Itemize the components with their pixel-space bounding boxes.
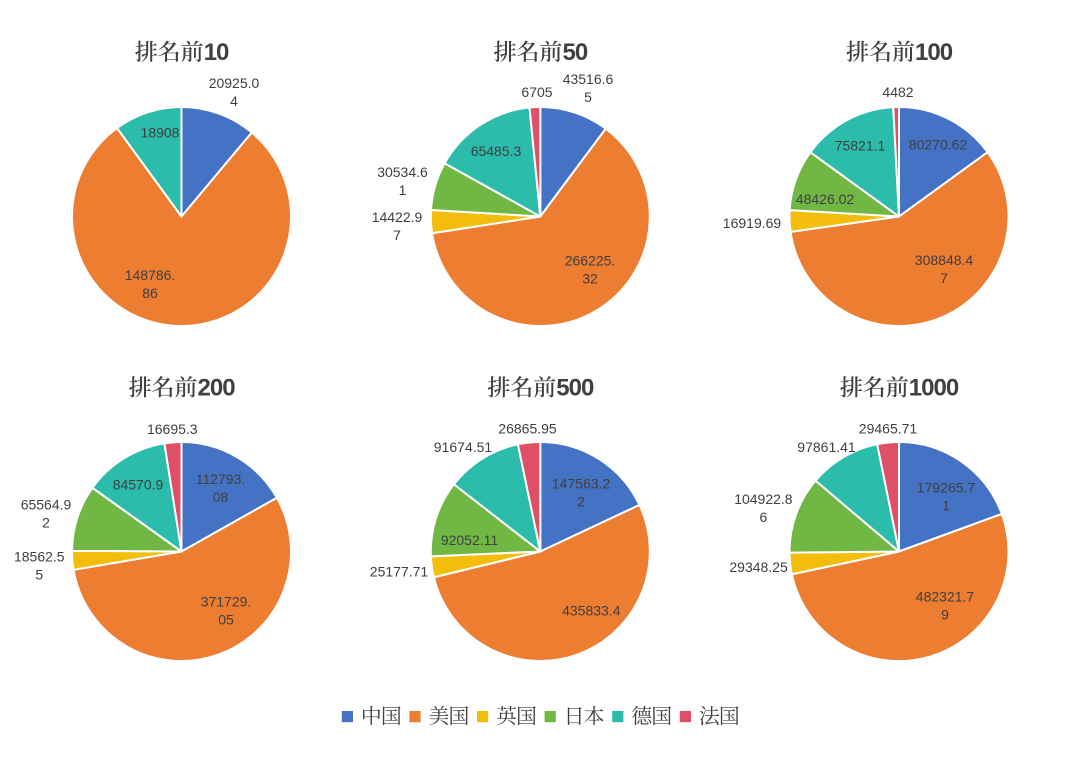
svg-text:1: 1 bbox=[942, 498, 950, 514]
svg-text:6: 6 bbox=[760, 509, 768, 525]
svg-text:65564.9: 65564.9 bbox=[21, 497, 72, 513]
svg-text:2: 2 bbox=[42, 515, 50, 531]
svg-text:7: 7 bbox=[940, 270, 948, 286]
svg-text:18908: 18908 bbox=[141, 125, 180, 141]
svg-text:29465.71: 29465.71 bbox=[859, 421, 918, 437]
svg-text:86: 86 bbox=[142, 285, 158, 301]
svg-text:5: 5 bbox=[35, 567, 43, 583]
svg-text:10: 10 bbox=[204, 39, 229, 66]
svg-text:14422.9: 14422.9 bbox=[372, 209, 423, 225]
svg-text:5: 5 bbox=[584, 89, 592, 105]
svg-text:482321.7: 482321.7 bbox=[916, 589, 975, 605]
svg-text:1000: 1000 bbox=[909, 375, 959, 402]
svg-text:05: 05 bbox=[218, 612, 234, 628]
svg-text:147563.2: 147563.2 bbox=[552, 476, 611, 492]
svg-text:4482: 4482 bbox=[882, 84, 913, 100]
svg-text:308848.4: 308848.4 bbox=[915, 252, 974, 268]
svg-text:1: 1 bbox=[399, 182, 407, 198]
svg-text:29348.25: 29348.25 bbox=[729, 559, 788, 575]
svg-text:32: 32 bbox=[582, 271, 598, 287]
svg-text:266225.: 266225. bbox=[565, 253, 616, 269]
svg-text:30534.6: 30534.6 bbox=[377, 164, 428, 180]
svg-text:18562.5: 18562.5 bbox=[14, 549, 65, 565]
svg-text:500: 500 bbox=[556, 375, 594, 402]
svg-text:80270.62: 80270.62 bbox=[909, 137, 968, 153]
svg-text:2: 2 bbox=[577, 494, 585, 510]
svg-text:20925.0: 20925.0 bbox=[209, 75, 260, 91]
svg-text:26865.95: 26865.95 bbox=[498, 421, 557, 437]
svg-text:104922.8: 104922.8 bbox=[734, 491, 793, 507]
svg-text:7: 7 bbox=[393, 227, 401, 243]
svg-text:43516.6: 43516.6 bbox=[563, 71, 614, 87]
svg-text:6705: 6705 bbox=[521, 84, 552, 100]
svg-text:179265.7: 179265.7 bbox=[917, 480, 976, 496]
svg-text:25177.71: 25177.71 bbox=[370, 564, 429, 580]
svg-text:100: 100 bbox=[915, 39, 953, 66]
svg-text:16919.69: 16919.69 bbox=[723, 215, 782, 231]
svg-text:435833.4: 435833.4 bbox=[562, 603, 621, 619]
svg-text:97861.41: 97861.41 bbox=[797, 439, 856, 455]
svg-text:08: 08 bbox=[213, 489, 229, 505]
svg-text:9: 9 bbox=[941, 607, 949, 623]
svg-text:371729.: 371729. bbox=[201, 594, 252, 610]
svg-text:65485.3: 65485.3 bbox=[471, 143, 522, 159]
svg-text:112793.: 112793. bbox=[196, 471, 246, 487]
svg-text:91674.51: 91674.51 bbox=[434, 439, 493, 455]
svg-text:92052.11: 92052.11 bbox=[441, 532, 499, 548]
svg-text:75821.1: 75821.1 bbox=[835, 138, 886, 154]
svg-text:148786.: 148786. bbox=[125, 267, 176, 283]
svg-text:84570.9: 84570.9 bbox=[113, 477, 164, 493]
svg-text:16695.3: 16695.3 bbox=[147, 421, 198, 437]
svg-text:50: 50 bbox=[563, 39, 588, 66]
svg-text:4: 4 bbox=[230, 93, 238, 109]
svg-text:48426.02: 48426.02 bbox=[796, 191, 855, 207]
svg-text:200: 200 bbox=[198, 375, 236, 402]
